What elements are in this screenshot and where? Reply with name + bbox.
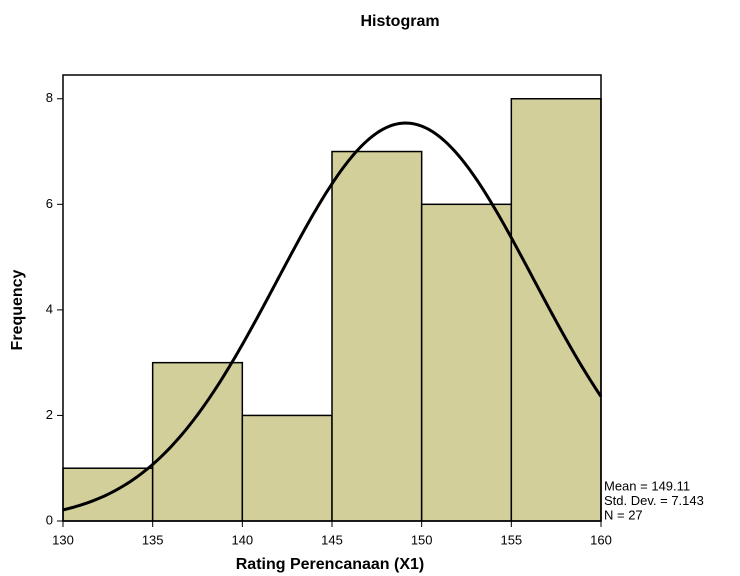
x-tick-label: 160 bbox=[590, 532, 612, 547]
x-tick-label: 130 bbox=[52, 532, 74, 547]
stats-label: Std. Dev. = 7.143 bbox=[604, 493, 704, 508]
y-tick-label: 4 bbox=[46, 301, 53, 316]
bar bbox=[331, 150, 423, 522]
chart-title: Histogram bbox=[360, 13, 439, 30]
bar bbox=[241, 414, 333, 522]
y-tick-label: 0 bbox=[46, 512, 53, 527]
y-tick-label: 2 bbox=[46, 407, 53, 422]
x-tick-label: 140 bbox=[231, 532, 253, 547]
stats-label: N = 27 bbox=[604, 507, 643, 522]
x-axis-label: Rating Perencanaan (X1) bbox=[236, 556, 425, 573]
x-tick-label: 150 bbox=[411, 532, 433, 547]
x-tick-label: 135 bbox=[142, 532, 164, 547]
bar bbox=[151, 361, 244, 522]
y-tick-label: 8 bbox=[46, 90, 53, 105]
x-tick-label: 145 bbox=[321, 532, 343, 547]
normal-curve bbox=[62, 121, 603, 512]
bar bbox=[510, 98, 602, 522]
bar bbox=[420, 203, 513, 522]
y-tick-label: 6 bbox=[46, 196, 53, 211]
stats-label: Mean = 149.11 bbox=[604, 478, 690, 493]
y-axis-label: Frequency bbox=[9, 269, 26, 350]
x-tick-label: 155 bbox=[500, 532, 522, 547]
